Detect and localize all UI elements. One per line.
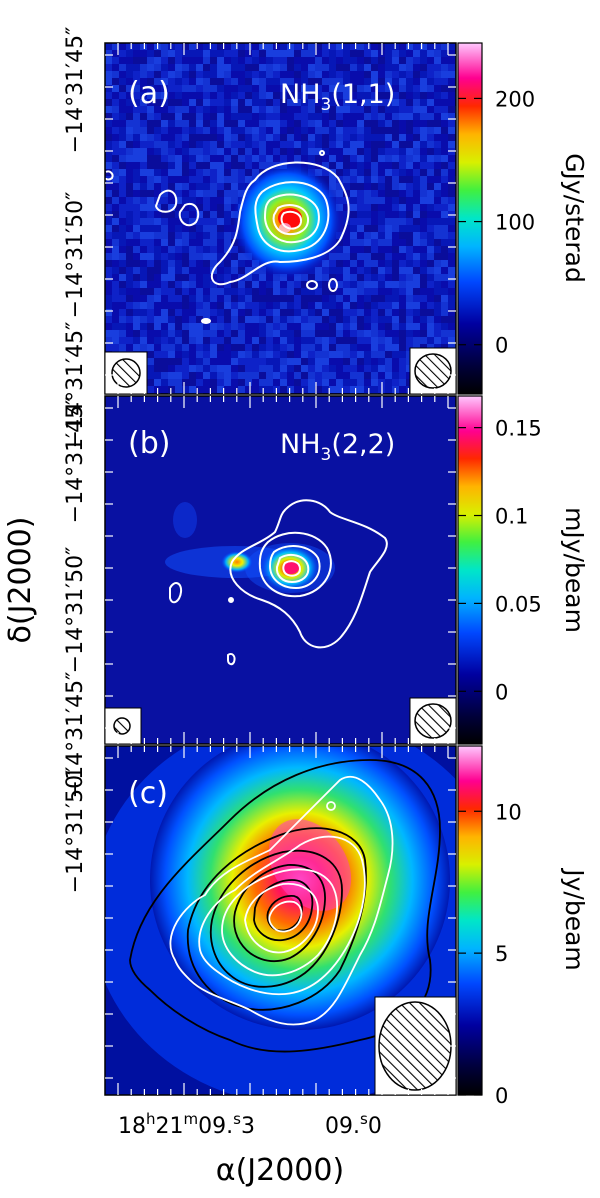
panel-a: (a) NH3(1,1)	[104, 42, 457, 395]
colorbar-a-ticks: 0 100 200	[458, 87, 535, 358]
colorbar-tick-label: 0.15	[495, 417, 542, 441]
panel-c-label: (c)	[128, 776, 168, 811]
panel-a-label: (a)	[128, 76, 170, 111]
panel-c-beam-right	[374, 996, 457, 1096]
colorbar-tick-label: 100	[495, 211, 535, 235]
panel-b-contours	[169, 499, 388, 666]
y-tick-label: −14°31′45″	[63, 397, 88, 524]
panel-c-contours-white	[169, 775, 394, 1026]
colorbar-b-ticks: 0 0.05 0.1 0.15	[458, 417, 542, 704]
panel-a-frame	[104, 42, 457, 395]
y-tick-label: −14°31′45″	[63, 27, 88, 154]
y-tick-label: −14°31′50″	[63, 767, 88, 894]
colorbar-tick-label: 10	[495, 800, 522, 824]
colorbar-c-ticks: 0 5 10	[458, 800, 522, 1108]
panel-c-frame	[104, 745, 457, 1096]
colorbar-tick-label: 0.1	[495, 505, 528, 529]
y-tick-label: −14°31′45″	[63, 672, 88, 799]
y-axis-label: δ(J2000)	[3, 517, 38, 644]
colorbar-b: 0 0.05 0.1 0.15 mJy/beam	[457, 395, 589, 745]
x-tick-label-0: 18h21m09.s3	[118, 1110, 255, 1139]
panel-a-beam-right	[409, 347, 457, 395]
colorbar-tick-label: 0	[495, 334, 508, 358]
panel-a-line-label: NH3(1,1)	[280, 79, 395, 115]
panel-b-label: (b)	[128, 426, 170, 461]
x-axis-label: α(J2000)	[216, 1153, 344, 1188]
y-tick-label: −14°31′50″	[63, 192, 88, 319]
colorbar-a-label: GJy/sterad	[560, 153, 589, 283]
y-tick-label: −14°31′50″	[63, 547, 88, 674]
panel-b-beam-left	[104, 707, 142, 745]
panel-c: (c)	[104, 745, 457, 1096]
colorbar-tick-label: 0	[495, 680, 508, 704]
panel-b-frame	[104, 395, 457, 745]
colorbar-tick-label: 5	[495, 942, 508, 966]
x-tick-labels: 18h21m09.s3 09.s0	[118, 1110, 382, 1139]
panel-b-emission-east	[221, 551, 253, 573]
y-tick-labels: −14°31′45″ −14°31′50″ −14°31′45″ −14°31′…	[63, 27, 88, 894]
panel-a-contours	[105, 150, 350, 324]
colorbar-tick-label: 0	[495, 1084, 508, 1108]
colorbar-tick-label: 0.05	[495, 592, 542, 616]
colorbar-b-label: mJy/beam	[560, 507, 589, 633]
y-tick-label: −14°31′45″	[63, 322, 88, 449]
colorbar-c-label: Jy/beam	[560, 867, 589, 971]
frame-ticks	[105, 43, 456, 1095]
colorbar-c: 0 5 10 Jy/beam	[457, 745, 589, 1108]
panel-b: (b) NH3(2,2)	[104, 395, 457, 745]
panel-a-beam-left	[104, 351, 148, 395]
panel-b-line-label: NH3(2,2)	[280, 429, 395, 465]
x-tick-label-1: 09.s0	[325, 1110, 382, 1139]
colorbar-a: 0 100 200 GJy/sterad	[457, 42, 589, 395]
panel-b-beam-right	[409, 697, 457, 745]
panel-a-pixels	[105, 43, 456, 394]
colorbar-tick-label: 200	[495, 87, 535, 111]
